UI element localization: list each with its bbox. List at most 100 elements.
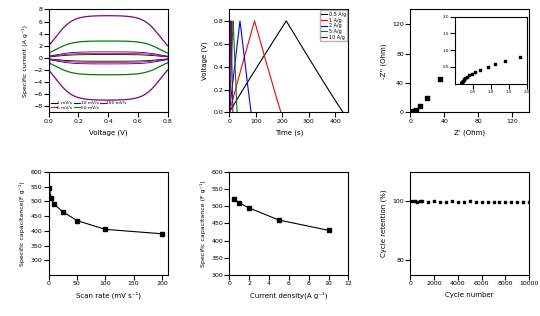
X-axis label: Voltage (V): Voltage (V) <box>89 129 127 136</box>
Point <box>408 199 417 204</box>
X-axis label: Cycle number: Cycle number <box>446 292 494 298</box>
Point <box>406 110 415 115</box>
Point <box>406 110 415 115</box>
Y-axis label: Specific capacitance(F g⁻¹): Specific capacitance(F g⁻¹) <box>19 181 25 266</box>
Y-axis label: Cycle retention (%): Cycle retention (%) <box>380 190 387 257</box>
Point <box>465 199 474 204</box>
Point <box>408 109 417 114</box>
5 A/g <box>231 44 238 47</box>
0.5 A/g <box>271 37 278 41</box>
Point <box>454 199 462 204</box>
5 A/g <box>230 19 237 23</box>
5 A/g <box>228 50 235 54</box>
Point <box>507 199 516 204</box>
2 A/g <box>240 44 246 47</box>
Point <box>406 110 415 115</box>
10 A/g <box>230 111 236 114</box>
10 A/g <box>226 111 233 114</box>
0.5 A/g <box>240 88 246 91</box>
1 A/g <box>264 62 270 65</box>
Point <box>460 199 468 204</box>
5 A/g <box>227 88 234 91</box>
Legend: 0.5 A/g, 1 A/g, 2 A/g, 5 A/g, 10 A/g: 0.5 A/g, 1 A/g, 2 A/g, 5 A/g, 10 A/g <box>320 10 347 41</box>
Point <box>471 199 480 204</box>
Line: 0.5 A/g: 0.5 A/g <box>230 21 343 112</box>
Point <box>418 199 427 204</box>
Point <box>411 199 420 204</box>
10 A/g <box>227 50 234 54</box>
Point <box>430 199 438 204</box>
0.5 A/g <box>308 61 315 64</box>
Point <box>407 109 415 114</box>
1 A/g <box>251 19 258 23</box>
2 A/g <box>229 88 235 91</box>
10 A/g <box>227 37 234 41</box>
Point <box>477 199 486 204</box>
2 A/g <box>242 61 248 64</box>
1 A/g <box>263 61 269 64</box>
Point <box>407 110 415 115</box>
Point <box>481 50 489 55</box>
2 A/g <box>234 37 241 41</box>
Point <box>448 199 456 204</box>
Point <box>406 110 415 115</box>
Point <box>409 109 418 114</box>
Point <box>489 199 498 204</box>
Point <box>519 200 528 205</box>
Point <box>424 199 433 204</box>
2 A/g <box>233 50 240 54</box>
Point <box>442 199 450 204</box>
Point <box>495 200 504 205</box>
X-axis label: Scan rate (mV s⁻¹): Scan rate (mV s⁻¹) <box>76 292 140 299</box>
Point <box>406 110 415 115</box>
1 A/g <box>258 44 265 47</box>
Y-axis label: Specific current (A g⁻¹): Specific current (A g⁻¹) <box>22 25 28 97</box>
Point <box>416 104 425 109</box>
2 A/g <box>226 111 233 114</box>
1 A/g <box>278 111 284 114</box>
Y-axis label: -Z'' (Ohm): -Z'' (Ohm) <box>380 43 387 79</box>
5 A/g <box>232 61 238 64</box>
0.5 A/g <box>264 50 270 54</box>
Point <box>407 109 416 114</box>
Point <box>483 199 492 204</box>
Point <box>407 110 415 115</box>
5 A/g <box>226 111 233 114</box>
5 A/g <box>229 37 235 41</box>
Point <box>436 199 444 204</box>
Point <box>525 199 534 204</box>
0.5 A/g <box>340 111 346 114</box>
1 A/g <box>242 50 249 54</box>
0.5 A/g <box>226 111 233 114</box>
X-axis label: Time (s): Time (s) <box>275 129 303 136</box>
Point <box>413 199 422 204</box>
0.5 A/g <box>298 44 305 47</box>
5 A/g <box>234 111 240 114</box>
Point <box>513 199 522 204</box>
Point <box>406 110 415 115</box>
Point <box>453 51 461 56</box>
Y-axis label: Specific capacitance (F g⁻¹): Specific capacitance (F g⁻¹) <box>200 180 206 267</box>
10 A/g <box>228 62 235 65</box>
10 A/g <box>228 61 235 64</box>
Point <box>407 109 415 114</box>
2 A/g <box>248 111 254 114</box>
1 A/g <box>232 88 239 91</box>
Point <box>406 110 415 115</box>
Point <box>406 110 415 115</box>
Point <box>423 95 431 100</box>
X-axis label: Current density(A g⁻¹): Current density(A g⁻¹) <box>250 292 328 299</box>
Line: 10 A/g: 10 A/g <box>230 21 233 112</box>
2 A/g <box>242 62 248 65</box>
Point <box>406 198 415 204</box>
Point <box>415 199 424 204</box>
Line: 5 A/g: 5 A/g <box>230 21 237 112</box>
0.5 A/g <box>283 19 289 23</box>
Point <box>406 110 415 115</box>
5 A/g <box>232 62 238 65</box>
10 A/g <box>227 88 233 91</box>
Point <box>412 108 421 113</box>
Line: 1 A/g: 1 A/g <box>230 21 281 112</box>
1 A/g <box>246 37 253 41</box>
1 A/g <box>226 111 233 114</box>
